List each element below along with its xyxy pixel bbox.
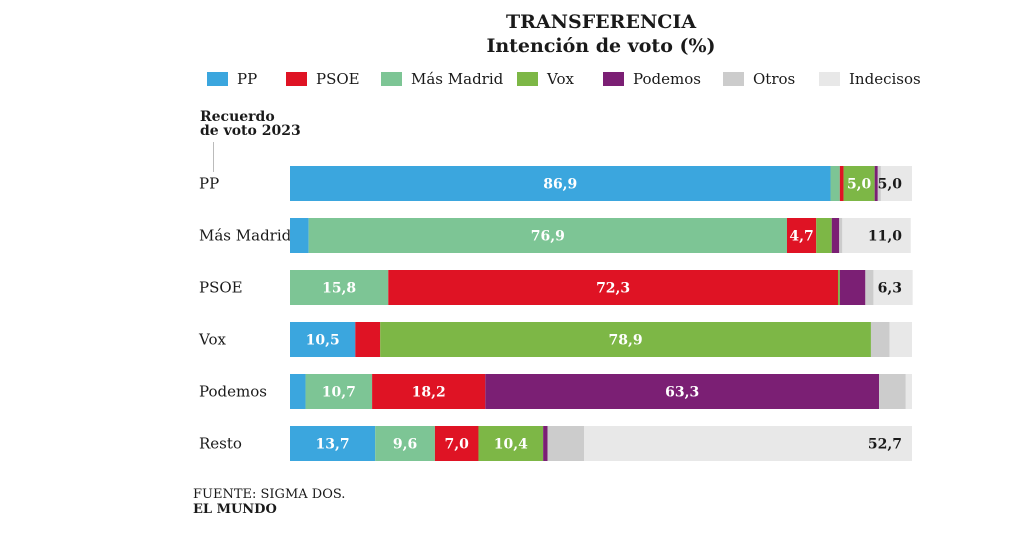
row-label: Resto <box>199 435 242 453</box>
bar-segment <box>839 270 866 305</box>
bar-segment <box>290 374 306 409</box>
bar-segment <box>830 166 840 201</box>
bar-segment <box>372 374 486 409</box>
bar-segment <box>843 166 875 201</box>
data-label: 6,3 <box>878 281 902 297</box>
bar-segment <box>877 166 881 201</box>
bar-segment <box>290 218 309 253</box>
bar-segment <box>874 166 878 201</box>
chart-title: TRANSFERENCIA <box>505 11 697 33</box>
bar-segment <box>547 426 585 461</box>
publisher-brand: EL MUNDO <box>193 502 277 517</box>
data-label: 9,6 <box>393 437 417 453</box>
bar-segment <box>873 270 913 305</box>
data-label: 63,3 <box>665 385 699 401</box>
row-axis-divider <box>213 142 214 172</box>
data-label: 18,2 <box>412 385 446 401</box>
legend-swatch <box>286 72 307 86</box>
row-axis-title: Recuerdo de voto 2023 <box>200 110 301 138</box>
bar-segment <box>478 426 544 461</box>
bar-segment <box>305 374 373 409</box>
data-label: 72,3 <box>596 281 630 297</box>
data-label: 52,7 <box>868 437 902 453</box>
bar-segment <box>816 218 832 253</box>
data-label: 86,9 <box>543 177 577 193</box>
row-label: Más Madrid <box>199 227 292 245</box>
bar-segment <box>375 426 435 461</box>
row-label: PP <box>199 175 219 193</box>
bar-segment <box>355 322 381 357</box>
data-label: 5,0 <box>847 177 872 193</box>
bar-segment <box>905 374 912 409</box>
bar-segment <box>880 166 912 201</box>
data-label: 7,0 <box>445 437 470 453</box>
legend-swatch <box>819 72 840 86</box>
legend-label: PP <box>237 70 258 88</box>
data-label: 10,4 <box>494 437 528 453</box>
bar-segment <box>543 426 548 461</box>
row-label: Vox <box>198 331 226 349</box>
data-label: 5,0 <box>878 177 903 193</box>
legend-label: Otros <box>753 70 796 88</box>
bar-segment <box>380 322 871 357</box>
data-label: 13,7 <box>316 437 350 453</box>
row-axis-title-text: Recuerdo de voto 2023 <box>200 109 301 139</box>
legend-label: Indecisos <box>849 70 921 88</box>
legend-swatch <box>381 72 402 86</box>
data-label: 4,7 <box>789 229 813 245</box>
bar-segment <box>839 218 843 253</box>
legend-swatch <box>723 72 744 86</box>
data-label: 15,8 <box>322 281 356 297</box>
bar-segment <box>388 270 838 305</box>
legend-label: PSOE <box>316 70 360 88</box>
bar-segment <box>434 426 479 461</box>
bar-segment <box>308 218 787 253</box>
row-label: PSOE <box>199 279 243 297</box>
bar-segment <box>839 166 844 201</box>
bar-segment <box>842 218 911 253</box>
bar-segment <box>865 270 874 305</box>
data-label: 10,7 <box>322 385 356 401</box>
bar-segment <box>584 426 912 461</box>
legend-swatch <box>207 72 228 86</box>
bar-segment <box>870 322 890 357</box>
bar-segment <box>889 322 912 357</box>
legend-label: Vox <box>547 70 574 88</box>
bar-segment <box>879 374 906 409</box>
bar-segment <box>485 374 880 409</box>
data-label: 78,9 <box>609 333 643 349</box>
data-label: 76,9 <box>531 229 565 245</box>
bar-segment <box>831 218 840 253</box>
bar-segment <box>786 218 817 253</box>
bar-segment <box>837 270 840 305</box>
chart-subtitle: Intención de voto (%) <box>486 35 716 57</box>
bar-segment <box>290 166 831 201</box>
legend-label: Más Madrid <box>411 70 504 88</box>
data-label: 10,5 <box>306 333 340 349</box>
legend-swatch <box>603 72 624 86</box>
legend-swatch <box>517 72 538 86</box>
row-label: Podemos <box>199 383 267 401</box>
source-note: FUENTE: SIGMA DOS. <box>193 487 346 502</box>
bar-segment <box>290 322 356 357</box>
legend-label: Podemos <box>633 70 701 88</box>
data-label: 11,0 <box>868 229 902 245</box>
bar-segment <box>290 270 389 305</box>
bar-segment <box>290 426 376 461</box>
